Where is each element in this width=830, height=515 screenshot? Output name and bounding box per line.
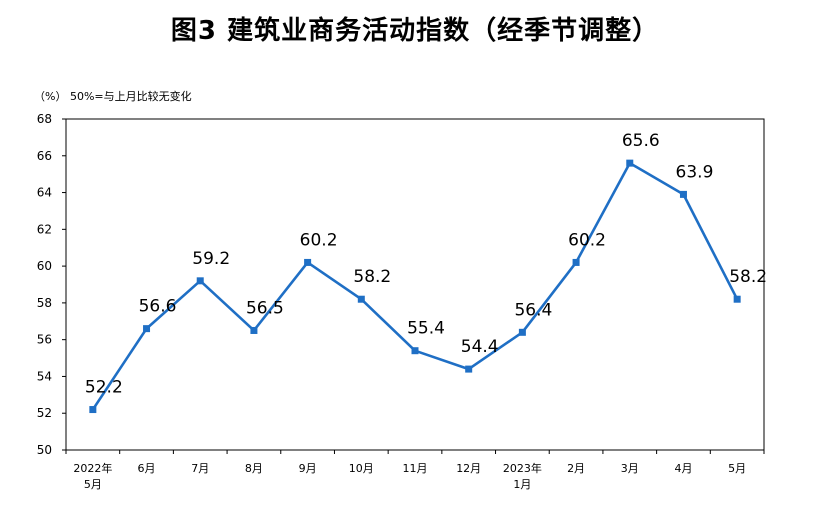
x-tick-label: 6月	[138, 462, 156, 475]
x-tick-label: 2022年 5月	[73, 461, 112, 491]
data-point	[679, 190, 687, 198]
x-tick-label: 10月	[349, 462, 374, 475]
series-line	[91, 161, 739, 411]
x-tick-label: 7月	[191, 462, 209, 475]
y-tick-label: 62	[37, 222, 52, 236]
data-label: 55.4	[407, 319, 445, 339]
data-label: 56.4	[514, 300, 552, 320]
data-point	[304, 258, 312, 266]
data-label: 52.2	[85, 378, 123, 398]
x-tick-label: 2月	[567, 462, 585, 475]
y-tick-label: 60	[37, 259, 52, 273]
data-label: 58.2	[729, 267, 767, 287]
y-tick-label: 56	[37, 333, 52, 347]
data-point	[411, 347, 419, 355]
data-label: 56.5	[246, 298, 284, 318]
x-tick-label: 12月	[456, 462, 481, 475]
data-label: 59.2	[192, 249, 230, 269]
data-label: 54.4	[461, 337, 499, 357]
data-label: 65.6	[622, 131, 660, 151]
x-tick-label: 8月	[245, 462, 263, 475]
x-tick-label: 2023年 1月	[503, 461, 542, 491]
data-point	[89, 406, 97, 414]
plot-frame	[65, 118, 765, 451]
chart-title: 图3 建筑业商务活动指数（经季节调整）	[170, 16, 660, 46]
y-tick-label: 68	[37, 112, 52, 126]
data-point	[518, 328, 526, 336]
y-tick-label: 64	[37, 186, 52, 200]
data-label: 60.2	[300, 230, 338, 250]
x-tick-label: 5月	[728, 462, 746, 475]
data-point	[250, 326, 258, 334]
data-point	[196, 277, 204, 285]
x-tick-label: 11月	[403, 462, 428, 475]
data-point	[626, 159, 634, 167]
y-tick-label: 52	[37, 406, 52, 420]
x-tick-label: 3月	[621, 462, 639, 475]
data-point	[357, 295, 365, 303]
y-tick-label: 58	[37, 296, 52, 310]
y-tick-label: 66	[37, 149, 52, 163]
data-point	[143, 325, 151, 333]
data-point	[572, 258, 580, 266]
data-label: 63.9	[676, 162, 714, 182]
data-label: 60.2	[568, 230, 606, 250]
x-tick-label: 4月	[674, 462, 692, 475]
data-label: 58.2	[353, 267, 391, 287]
y-tick-label: 50	[37, 443, 52, 457]
data-point	[465, 365, 473, 373]
data-label: 56.6	[139, 297, 177, 317]
x-tick-label: 9月	[299, 462, 317, 475]
data-point	[733, 295, 741, 303]
unit-note: （%） 50%=与上月比较无变化	[34, 90, 192, 103]
y-tick-label: 54	[37, 369, 52, 383]
